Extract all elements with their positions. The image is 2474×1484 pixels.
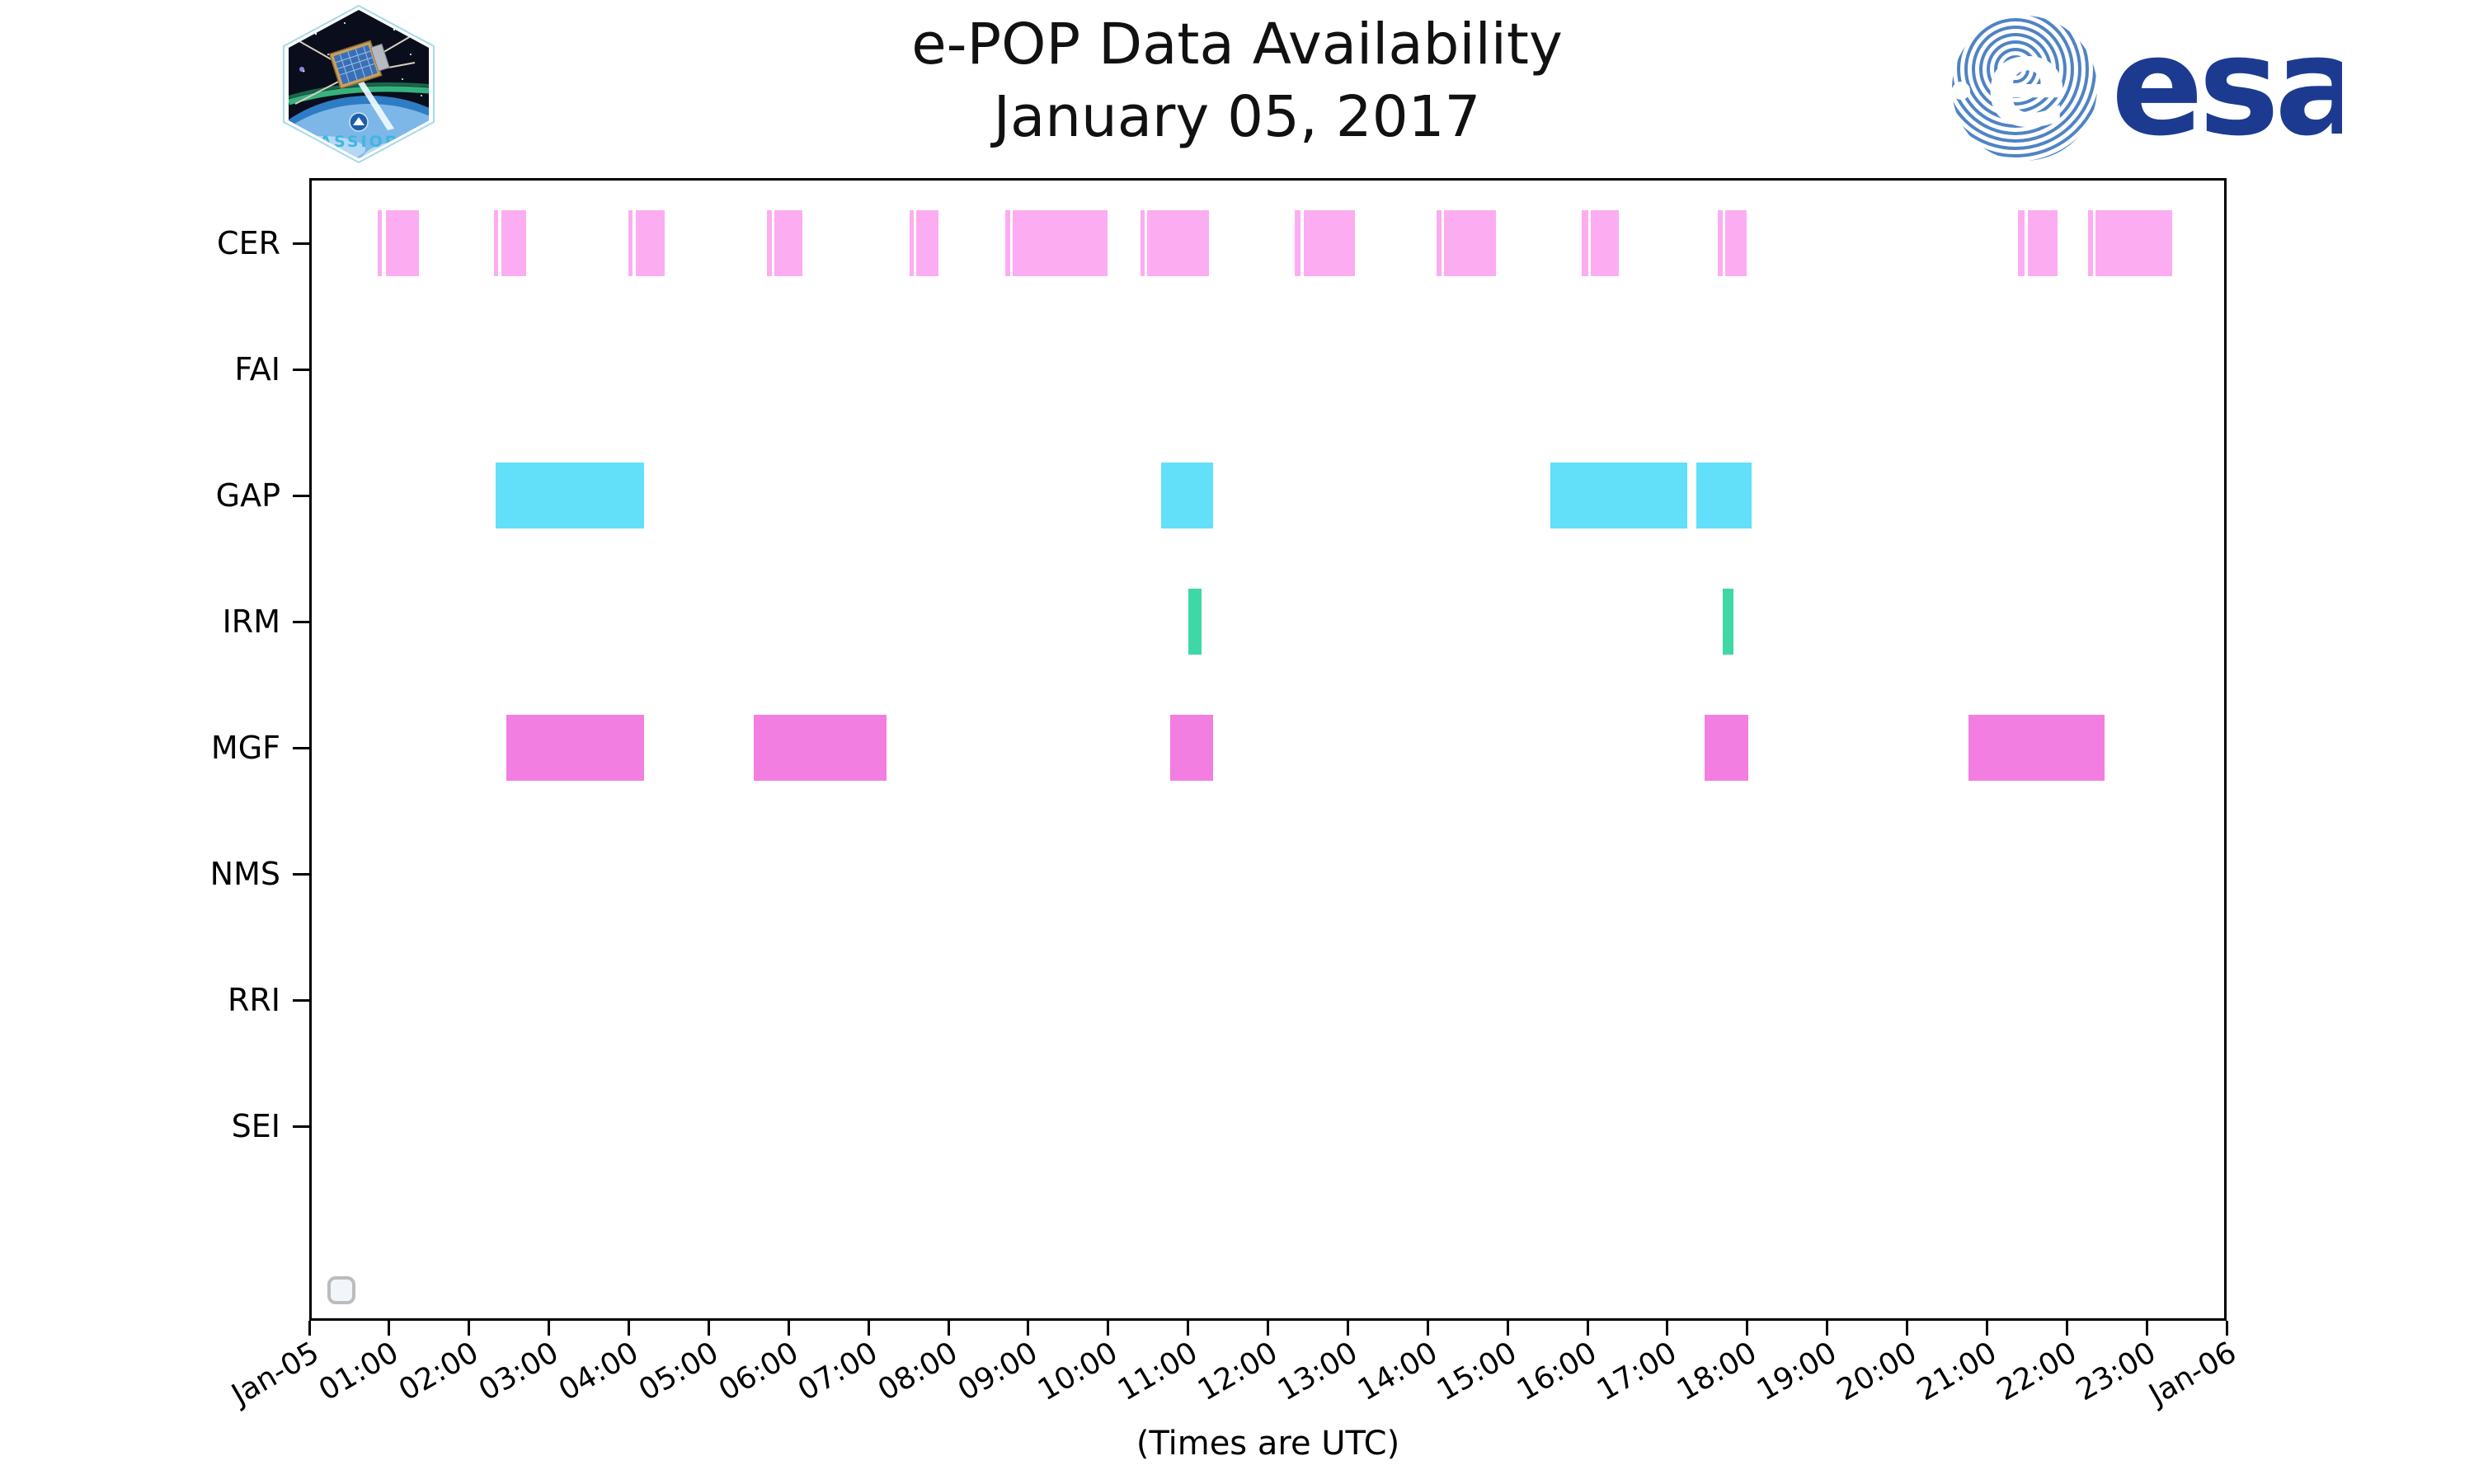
x-tick-mark xyxy=(1107,1321,1110,1336)
availability-bar-cer xyxy=(1443,210,1496,276)
esa-globe-e: e xyxy=(1985,12,2069,155)
availability-bar-cer xyxy=(1717,210,1723,276)
x-tick-mark xyxy=(1267,1321,1269,1336)
availability-bar-cer xyxy=(2095,210,2173,276)
esa-wordmark: esa xyxy=(2111,12,2342,165)
instrument-label-sei: SEI xyxy=(231,1108,280,1144)
instrument-label-gap: GAP xyxy=(215,477,280,514)
availability-bar-mgf xyxy=(1705,715,1748,781)
patch-beam xyxy=(356,77,394,130)
x-tick-mark xyxy=(1346,1321,1349,1336)
instrument-label-rri: RRI xyxy=(227,982,280,1018)
x-axis-caption: (Times are UTC) xyxy=(1136,1425,1400,1463)
x-tick-mark xyxy=(308,1321,311,1336)
y-tick-mark xyxy=(293,368,309,371)
availability-bar-mgf xyxy=(1968,715,2105,781)
x-tick-mark xyxy=(1826,1321,1829,1336)
availability-bar-cer xyxy=(1582,210,1588,276)
y-tick-mark xyxy=(293,1125,309,1128)
availability-bar-cer xyxy=(1304,210,1356,276)
availability-bar-cer xyxy=(1590,210,1619,276)
availability-bar-cer xyxy=(767,210,772,276)
availability-bar-cer xyxy=(1436,210,1442,276)
availability-bar-gap xyxy=(1160,463,1213,528)
x-tick-mark xyxy=(1746,1321,1749,1336)
x-tick-mark xyxy=(388,1321,391,1336)
y-tick-mark xyxy=(293,242,309,245)
x-tick-mark xyxy=(1586,1321,1589,1336)
x-tick-mark xyxy=(787,1321,790,1336)
availability-bar-mgf xyxy=(1170,715,1213,781)
patch-satellite xyxy=(328,40,390,90)
x-tick-mark xyxy=(867,1321,870,1336)
availability-bar-cer xyxy=(916,210,939,276)
x-tick-mark xyxy=(707,1321,710,1336)
y-tick-mark xyxy=(293,620,309,623)
x-tick-mark xyxy=(628,1321,630,1336)
chart-subtitle: January 05, 2017 xyxy=(993,84,1481,151)
x-tick-mark xyxy=(1506,1321,1509,1336)
availability-bar-gap xyxy=(495,463,644,528)
availability-bar-cer xyxy=(1004,210,1010,276)
availability-bar-cer xyxy=(2088,210,2094,276)
x-tick-mark xyxy=(1906,1321,1908,1336)
availability-bar-mgf xyxy=(506,715,644,781)
x-tick-mark xyxy=(1666,1321,1669,1336)
chart-title: e-POP Data Availability xyxy=(911,12,1563,77)
x-tick-mark xyxy=(1985,1321,1988,1336)
x-tick-mark xyxy=(548,1321,551,1336)
y-tick-mark xyxy=(293,494,309,497)
patch-aurora xyxy=(289,86,429,106)
x-tick-mark xyxy=(1187,1321,1190,1336)
availability-bar-cer xyxy=(636,210,666,276)
availability-bar-cer xyxy=(1724,210,1747,276)
availability-bar-gap xyxy=(1550,463,1688,528)
availability-bar-cer xyxy=(378,210,383,276)
title-block: e-POP Data Availability January 05, 2017 xyxy=(0,8,2474,154)
instrument-label-irm: IRM xyxy=(222,603,280,640)
availability-bar-irm xyxy=(1722,589,1734,655)
patch-bright-star xyxy=(299,67,304,72)
availability-bar-cer xyxy=(1147,210,1209,276)
y-tick-mark xyxy=(293,998,309,1002)
availability-bar-cer xyxy=(501,210,526,276)
x-tick-mark xyxy=(1027,1321,1030,1336)
esa-globe-dot xyxy=(1952,82,1970,100)
availability-bar-cer xyxy=(386,210,419,276)
y-tick-mark xyxy=(293,746,309,749)
instrument-label-fai: FAI xyxy=(234,351,280,387)
instrument-label-cer: CER xyxy=(217,225,280,261)
availability-bar-cer xyxy=(774,210,802,276)
y-tick-mark xyxy=(293,872,309,876)
x-tick-mark xyxy=(1426,1321,1429,1336)
availability-bar-mgf xyxy=(753,715,887,781)
x-tick-mark xyxy=(468,1321,471,1336)
availability-bar-cer xyxy=(909,210,915,276)
instrument-label-mgf: MGF xyxy=(210,730,280,766)
availability-bar-cer xyxy=(1012,210,1108,276)
x-tick-mark xyxy=(2065,1321,2068,1336)
availability-bar-cer xyxy=(2027,210,2058,276)
availability-bar-cer xyxy=(1295,210,1301,276)
availability-bar-cer xyxy=(1140,210,1145,276)
esa-logo: e esa xyxy=(1952,12,2342,165)
x-tick-mark xyxy=(2145,1321,2148,1336)
legend-box xyxy=(327,1276,355,1304)
x-tick-mark xyxy=(2225,1321,2228,1336)
availability-bar-cer xyxy=(628,210,633,276)
x-tick-mark xyxy=(947,1321,950,1336)
instrument-label-nms: NMS xyxy=(209,856,280,892)
availability-bar-gap xyxy=(1696,463,1752,528)
availability-bar-cer xyxy=(493,210,498,276)
cassiope-mission-patch-logo: CASSIOPE xyxy=(283,5,435,163)
availability-bar-irm xyxy=(1188,589,1202,655)
availability-bar-cer xyxy=(2018,210,2025,276)
